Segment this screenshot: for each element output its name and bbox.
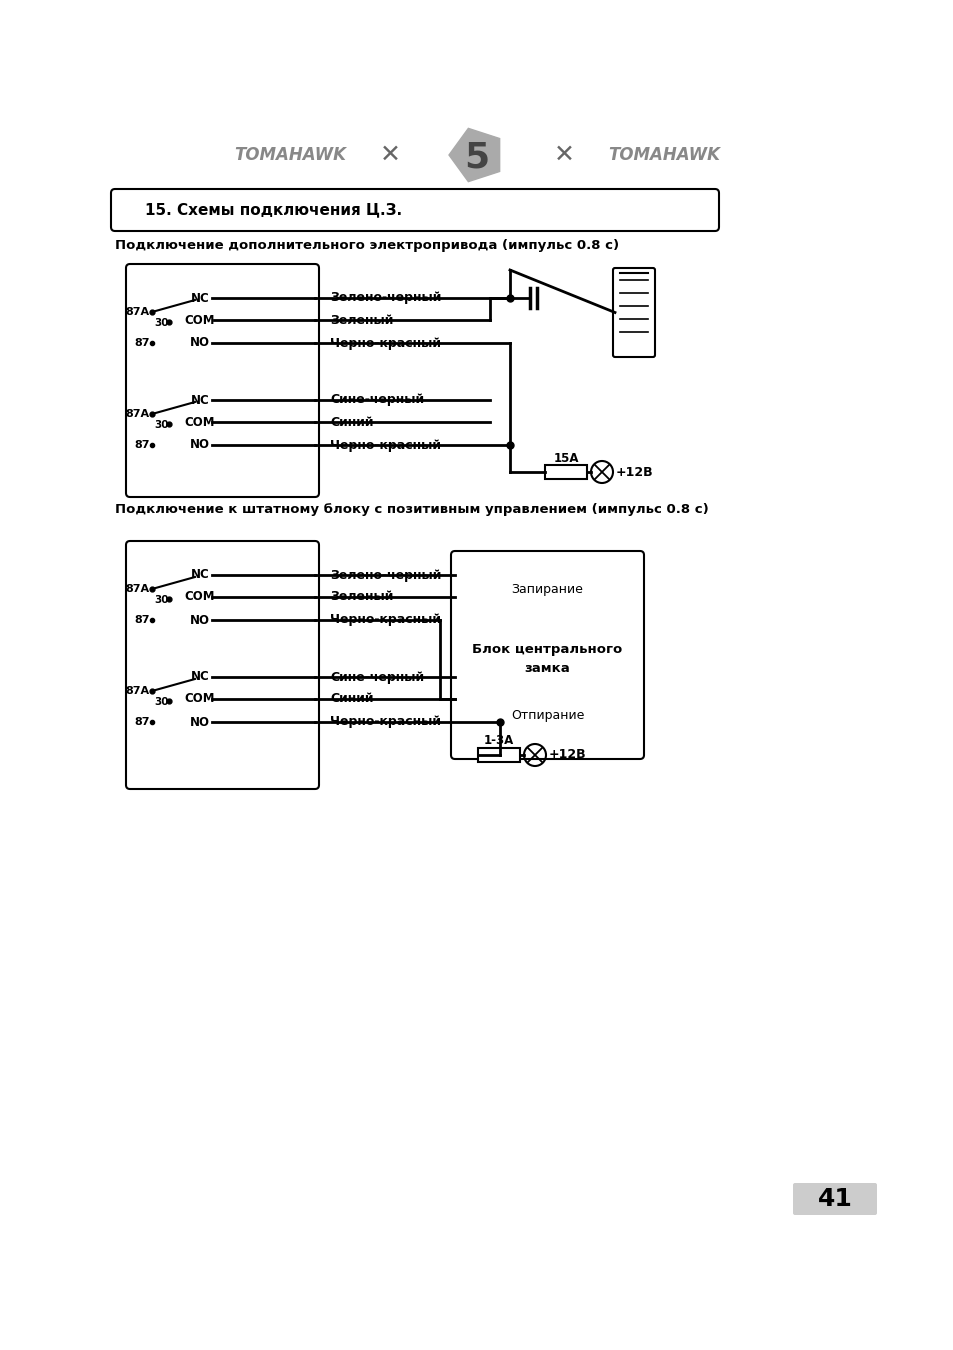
Text: NC: NC: [191, 568, 209, 582]
Text: 30: 30: [154, 319, 169, 328]
Text: Зелено-черный: Зелено-черный: [330, 568, 441, 582]
Text: Запирание: Запирание: [511, 583, 583, 597]
Text: TOMAHAWK: TOMAHAWK: [233, 146, 346, 163]
Text: Черно-красный: Черно-красный: [330, 336, 440, 350]
Text: Синий: Синий: [330, 416, 374, 428]
Text: Подключение дополнительного электропривода (импульс 0.8 с): Подключение дополнительного электроприво…: [115, 239, 618, 251]
Text: NC: NC: [191, 393, 209, 406]
Text: ✕: ✕: [379, 143, 400, 167]
FancyBboxPatch shape: [111, 189, 719, 231]
Bar: [544, 464, 586, 479]
Text: 87: 87: [134, 440, 150, 450]
Text: COM: COM: [185, 590, 215, 603]
Text: 5: 5: [464, 140, 489, 174]
Text: 87A: 87A: [126, 409, 150, 418]
Text: 87: 87: [134, 616, 150, 625]
Text: 15. Схемы подключения Ц.З.: 15. Схемы подключения Ц.З.: [145, 202, 402, 217]
Text: Подключение к штатному блоку с позитивным управлением (импульс 0.8 с): Подключение к штатному блоку с позитивны…: [115, 504, 708, 517]
Text: NC: NC: [191, 671, 209, 683]
FancyBboxPatch shape: [792, 1183, 876, 1215]
Text: NO: NO: [190, 613, 210, 626]
Text: COM: COM: [185, 313, 215, 327]
Text: Черно-красный: Черно-красный: [330, 613, 440, 626]
Text: 41: 41: [817, 1187, 852, 1211]
Text: Черно-красный: Черно-красный: [330, 716, 440, 729]
Text: +12B: +12B: [548, 748, 586, 761]
Text: Зелено-черный: Зелено-черный: [330, 292, 441, 305]
Text: 30: 30: [154, 595, 169, 605]
Text: 1-3A: 1-3A: [483, 734, 514, 748]
Text: COM: COM: [185, 416, 215, 428]
Text: 87A: 87A: [126, 585, 150, 594]
Text: 87A: 87A: [126, 686, 150, 697]
Text: NO: NO: [190, 716, 210, 729]
Text: 30: 30: [154, 697, 169, 707]
Text: Сине-черный: Сине-черный: [330, 671, 424, 683]
FancyBboxPatch shape: [126, 265, 318, 497]
Text: 30: 30: [154, 420, 169, 431]
FancyBboxPatch shape: [451, 551, 643, 759]
Text: Сине-черный: Сине-черный: [330, 393, 424, 406]
Text: Зеленый: Зеленый: [330, 313, 393, 327]
Text: ✕: ✕: [553, 143, 574, 167]
Bar: [477, 748, 519, 761]
FancyBboxPatch shape: [126, 541, 318, 788]
Text: Зеленый: Зеленый: [330, 590, 393, 603]
Text: +12B: +12B: [616, 466, 653, 478]
Text: NC: NC: [191, 292, 209, 305]
Text: NO: NO: [190, 336, 210, 350]
Text: замка: замка: [524, 662, 570, 675]
Text: Черно-красный: Черно-красный: [330, 439, 440, 451]
Text: COM: COM: [185, 693, 215, 706]
Text: 87: 87: [134, 338, 150, 348]
Text: 87: 87: [134, 717, 150, 728]
Text: Отпирание: Отпирание: [510, 709, 583, 721]
Text: Синий: Синий: [330, 693, 374, 706]
Text: TOMAHAWK: TOMAHAWK: [607, 146, 720, 163]
FancyBboxPatch shape: [613, 269, 655, 356]
Text: 87A: 87A: [126, 306, 150, 317]
Text: 15A: 15A: [553, 451, 578, 464]
Text: NO: NO: [190, 439, 210, 451]
Text: Блок центрального: Блок центрального: [472, 644, 622, 656]
